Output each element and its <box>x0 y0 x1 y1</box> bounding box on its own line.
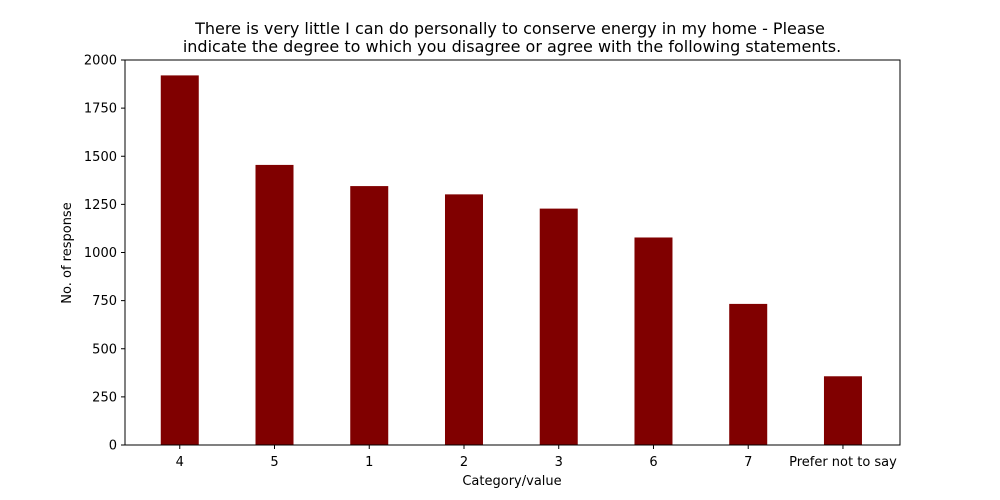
chart-title-line-2: indicate the degree to which you disagre… <box>183 37 841 56</box>
y-tick-label: 0 <box>109 439 117 454</box>
x-tick-label: 7 <box>744 455 752 470</box>
x-tick-label: 4 <box>176 455 184 470</box>
y-tick-label: 1000 <box>84 246 117 261</box>
y-axis-label: No. of response <box>60 202 75 303</box>
y-tick-label: 1750 <box>84 102 117 117</box>
bar-3 <box>539 208 578 445</box>
y-axis-ticks: 0 250 500 750 1000 1250 1500 1750 2000 <box>84 54 125 454</box>
y-tick-label: 500 <box>92 342 117 357</box>
bars-group <box>160 75 862 446</box>
x-axis-ticks: 4 5 1 2 3 6 7 Prefer not to say <box>176 445 897 470</box>
bar-6 <box>634 237 673 445</box>
x-axis-label: Category/value <box>462 474 561 489</box>
y-tick-label: 250 <box>92 390 117 405</box>
x-tick-label: 3 <box>555 455 563 470</box>
y-tick-label: 750 <box>92 294 117 309</box>
x-tick-label: Prefer not to say <box>789 455 897 470</box>
y-tick-label: 2000 <box>84 54 117 69</box>
bar-prefer-not-to-say <box>823 376 862 445</box>
x-tick-label: 2 <box>460 455 468 470</box>
bar-1 <box>350 186 389 445</box>
bar-4 <box>160 75 199 446</box>
x-tick-label: 6 <box>649 455 657 470</box>
bar-7 <box>729 303 768 445</box>
plot-area-frame <box>124 59 901 446</box>
x-tick-label: 1 <box>365 455 373 470</box>
chart-title-line-1: There is very little I can do personally… <box>194 19 825 38</box>
bar-2 <box>444 194 483 445</box>
x-tick-label: 5 <box>270 455 278 470</box>
y-tick-label: 1250 <box>84 198 117 213</box>
bar-5 <box>255 164 294 445</box>
y-tick-label: 1500 <box>84 150 117 165</box>
